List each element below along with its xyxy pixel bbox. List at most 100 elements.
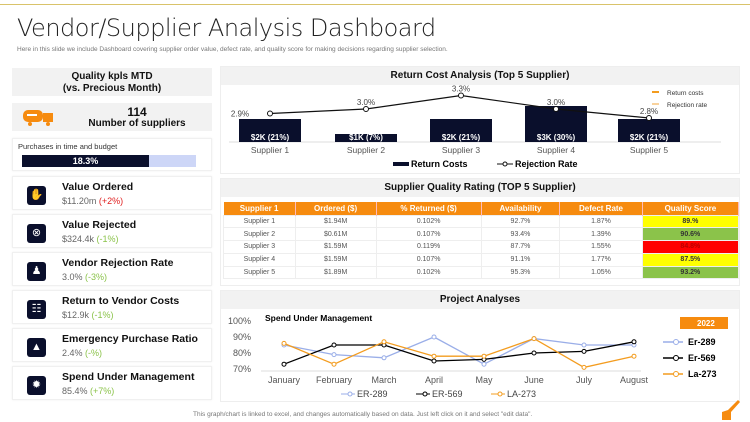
- x-tick-label: March: [371, 375, 396, 385]
- x-tick-label: Supplier 2: [347, 145, 386, 155]
- kpi-amount: $324.4k: [62, 234, 95, 244]
- series-point: [531, 336, 537, 342]
- return-cost-bar: [239, 119, 301, 142]
- rejection-rate-point: [646, 115, 652, 121]
- user-gear-icon: ♟: [27, 262, 46, 281]
- kpi-change: (-3%): [85, 272, 108, 282]
- projects-chart: Spend Under Management 100% 90% 80% 70% Janua…: [228, 313, 728, 399]
- kpi-value: $12.9k (-1%): [62, 310, 114, 320]
- legend-right-item: Return costs: [667, 90, 704, 97]
- legend-bottom-item: LA-273: [507, 389, 536, 399]
- legend-marker: [673, 371, 679, 377]
- table-cell: $1.59M: [294, 252, 377, 267]
- x-tick-label: May: [475, 375, 493, 385]
- suppliers-card: 114 Number of suppliers: [12, 103, 212, 131]
- purchases-progress-fill: 18.3%: [22, 155, 150, 167]
- legend-bottom-item: ER-569: [432, 389, 463, 399]
- series-point: [581, 348, 587, 354]
- line-label: 3.0%: [357, 98, 375, 107]
- kpi-title: Value Rejected: [62, 219, 137, 231]
- x-circle-icon: ⊗: [27, 224, 46, 243]
- series-point: [581, 342, 587, 348]
- table-row: Supplier 5 $1.89M 0.102% 95.3% 1.05% 93.2%: [223, 265, 740, 280]
- legend-swatch: [652, 103, 659, 105]
- table-cell: Supplier 3: [223, 240, 296, 254]
- kpi-card: ☷ Return to Vendor Costs $12.9k (-1%): [12, 290, 212, 324]
- legend-line-marker: [502, 161, 508, 167]
- kpi-change: (+7%): [90, 386, 115, 396]
- kpi-value: 85.4% (+7%): [62, 386, 114, 396]
- projects-title: Project Analyses: [221, 291, 739, 309]
- series-point: [431, 353, 437, 359]
- kpi-value: $11.20m (+2%): [62, 196, 123, 206]
- kpi-change: (-%): [85, 348, 103, 358]
- series-point: [381, 355, 387, 361]
- line-label: 3.0%: [547, 98, 565, 107]
- return-cost-chart: $2K (21%) Supplier 1 $1K (7%) Supplier 2 $2K…: [229, 85, 721, 169]
- series-line: [283, 341, 635, 365]
- y-tick-label: 90%: [233, 332, 251, 342]
- table-cell: 0.107%: [375, 252, 482, 267]
- table-cell: $1.59M: [294, 240, 377, 254]
- column-header: Availability: [481, 202, 561, 215]
- gear-sun-icon: ✹: [27, 376, 46, 395]
- kpi-amount: 3.0%: [62, 272, 83, 282]
- column-header: Ordered ($): [295, 202, 377, 215]
- x-tick-label: April: [425, 375, 443, 385]
- legend-marker: [673, 339, 679, 345]
- kpi-value: 3.0% (-3%): [62, 272, 107, 282]
- x-tick-label: February: [316, 375, 353, 385]
- rejection-rate-point: [363, 106, 369, 112]
- kpi-title: Value Ordered: [62, 181, 134, 193]
- legend-right-item: La-273: [688, 369, 717, 379]
- legend-bottom-item: ER-289: [357, 389, 388, 399]
- year-label: 2022: [697, 319, 715, 328]
- table-row: Supplier 1 $1.94M 0.102% 92.7% 1.87% 89.%: [223, 214, 740, 229]
- kpi-title: Spend Under Management: [62, 371, 195, 383]
- series-point: [631, 353, 637, 359]
- series-line: [283, 337, 635, 369]
- series-line: [283, 336, 634, 365]
- table-cell: 1.87%: [559, 214, 643, 229]
- y-tick-label: 70%: [233, 364, 251, 374]
- legend-right-item: Rejection rate: [667, 102, 707, 109]
- legend-bar-swatch: [393, 162, 409, 166]
- series-point: [281, 361, 287, 367]
- kpi-card: ✋ Value Ordered $11.20m (+2%): [12, 176, 212, 210]
- table-cell: 87.7%: [480, 240, 561, 254]
- page-subtitle: Here in this slide we include Dashboard …: [17, 46, 448, 53]
- series-point: [331, 342, 337, 348]
- kpi-title: Emergency Purchase Ratio: [62, 333, 198, 345]
- kpi-change: (+2%): [98, 196, 124, 206]
- purchases-label: Purchases in time and budget: [18, 142, 118, 151]
- kpi-amount: $12.9k: [62, 310, 90, 320]
- suppliers-label: Number of suppliers: [88, 118, 186, 129]
- x-tick-label: July: [576, 375, 593, 385]
- quality-table: Supplier 1 Ordered ($)% Returned ($) Avail…: [223, 202, 740, 280]
- series-point: [381, 339, 387, 345]
- column-header: Quality Score: [642, 202, 740, 215]
- hand-money-icon: ✋: [27, 186, 46, 205]
- bar-label: $2K (21%): [251, 133, 290, 142]
- legend-swatch: [652, 91, 659, 93]
- table-cell: 1.55%: [559, 240, 643, 254]
- kpi-value: 2.4% (-%): [62, 348, 102, 358]
- kpi-card: ▲ Emergency Purchase Ratio 2.4% (-%): [12, 328, 212, 362]
- x-tick-label: Supplier 5: [630, 145, 669, 155]
- bar-label: $1K (7%): [349, 133, 383, 142]
- kpi-card: ⊗ Value Rejected $324.4k (-1%): [12, 214, 212, 248]
- return-cost-bar: [430, 119, 492, 142]
- table-cell: Supplier 5: [223, 265, 296, 280]
- bar-label: $2K (21%): [630, 133, 669, 142]
- year-badge: [680, 317, 728, 329]
- line-label: 3.3%: [452, 85, 470, 94]
- table-cell: Supplier 2: [223, 227, 296, 242]
- line-label: 2.8%: [640, 107, 658, 116]
- series-point: [581, 364, 587, 370]
- legend-rejection-rate: Rejection Rate: [515, 159, 578, 169]
- table-cell: 89.%: [641, 214, 740, 229]
- legend-marker: [422, 391, 428, 397]
- series-point: [481, 353, 487, 359]
- column-header: % Returned ($): [376, 202, 482, 215]
- table-cell: 95.3%: [480, 265, 561, 280]
